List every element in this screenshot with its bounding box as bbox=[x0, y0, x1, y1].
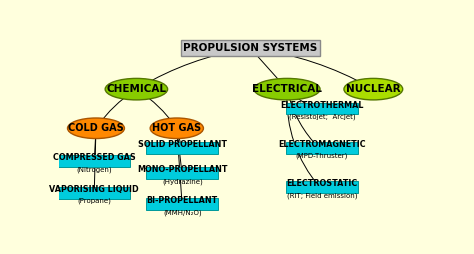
Text: ELECTRICAL: ELECTRICAL bbox=[252, 84, 322, 94]
Text: HOT GAS: HOT GAS bbox=[152, 123, 201, 133]
Ellipse shape bbox=[254, 78, 320, 100]
Text: (Propane): (Propane) bbox=[77, 198, 111, 204]
Text: (MPD-Thruster): (MPD-Thruster) bbox=[296, 153, 348, 160]
FancyBboxPatch shape bbox=[58, 155, 130, 167]
Text: ELECTROSTATIC: ELECTROSTATIC bbox=[286, 179, 357, 188]
FancyBboxPatch shape bbox=[146, 198, 219, 210]
FancyBboxPatch shape bbox=[286, 142, 358, 154]
Text: SOLID PROPELLANT: SOLID PROPELLANT bbox=[138, 140, 227, 149]
Text: (Nitrogen): (Nitrogen) bbox=[76, 167, 112, 173]
FancyBboxPatch shape bbox=[146, 167, 219, 179]
FancyBboxPatch shape bbox=[146, 142, 219, 154]
Text: PROPULSION SYSTEMS: PROPULSION SYSTEMS bbox=[183, 43, 318, 53]
Text: COLD GAS: COLD GAS bbox=[68, 123, 124, 133]
FancyBboxPatch shape bbox=[286, 181, 358, 193]
Text: MONO-PROPELLANT: MONO-PROPELLANT bbox=[137, 165, 228, 174]
FancyBboxPatch shape bbox=[58, 187, 130, 199]
Text: (RIT; Field emission): (RIT; Field emission) bbox=[287, 192, 357, 199]
Text: ELECTROMAGNETIC: ELECTROMAGNETIC bbox=[278, 140, 366, 149]
Text: (Resistojet;  Arcjet): (Resistojet; Arcjet) bbox=[289, 114, 355, 120]
Text: ELECTROTHERMAL: ELECTROTHERMAL bbox=[280, 101, 364, 109]
Text: CHEMICAL: CHEMICAL bbox=[106, 84, 166, 94]
Ellipse shape bbox=[67, 118, 125, 138]
Text: BI-PROPELLANT: BI-PROPELLANT bbox=[146, 196, 218, 205]
Ellipse shape bbox=[344, 78, 403, 100]
Text: VAPORISING LIQUID: VAPORISING LIQUID bbox=[49, 185, 139, 194]
Text: NUCLEAR: NUCLEAR bbox=[346, 84, 401, 94]
Text: (MMH/N₂O): (MMH/N₂O) bbox=[163, 210, 201, 216]
FancyBboxPatch shape bbox=[286, 103, 358, 115]
Ellipse shape bbox=[105, 78, 168, 100]
Ellipse shape bbox=[150, 118, 203, 138]
Text: (Hydrazine): (Hydrazine) bbox=[162, 178, 203, 185]
Text: COMPRESSED GAS: COMPRESSED GAS bbox=[53, 153, 136, 162]
